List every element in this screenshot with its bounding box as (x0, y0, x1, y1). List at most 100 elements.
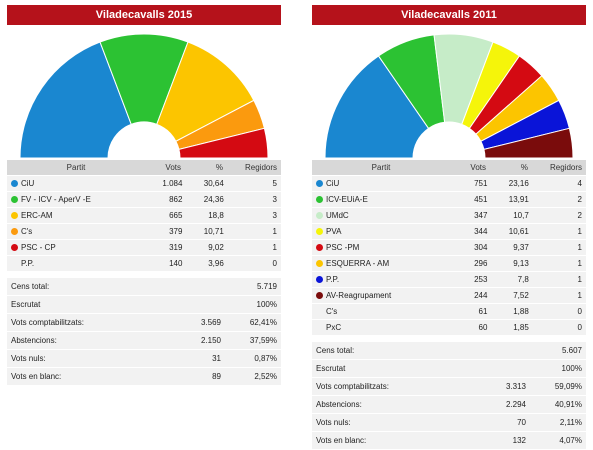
table-row: UMdC 347 10,7 2 (312, 208, 586, 224)
party-seats: 1 (577, 291, 582, 300)
party-color-dot-icon (11, 260, 18, 267)
summary-label: Escrutat (316, 364, 346, 373)
party-color-dot-icon (316, 324, 323, 331)
summary-row: Abstencions: 2.150 37,59% (7, 332, 281, 350)
party-pct: 24,36 (203, 195, 224, 204)
header-votes: Vots (165, 163, 181, 172)
party-name: FV - ICV - AperV -E (21, 195, 91, 204)
summary-value: 31 (212, 354, 221, 363)
party-name: PSC -PM (326, 243, 360, 252)
party-votes: 451 (474, 195, 488, 204)
party-color-dot-icon (11, 212, 18, 219)
party-name: CiU (21, 179, 35, 188)
party-pct: 30,64 (203, 179, 224, 188)
table-row: PVA 344 10,61 1 (312, 224, 586, 240)
party-pct: 23,16 (508, 179, 529, 188)
party-seats: 1 (577, 259, 582, 268)
party-pct: 9,13 (513, 259, 529, 268)
party-name: AV-Reagrupament (326, 291, 392, 300)
party-name: UMdC (326, 211, 349, 220)
party-seats: 1 (577, 275, 582, 284)
summary-value (161, 278, 221, 295)
party-seats: 2 (577, 195, 582, 204)
summary-row: Vots nuls: 70 2,11% (312, 414, 586, 432)
seats-hemicycle-chart (19, 33, 269, 159)
results-panel-2011: Viladecavalls 2011 Partit Vots % Regidor… (312, 5, 586, 450)
party-votes: 296 (474, 259, 488, 268)
table-header: Partit Vots % Regidors (7, 160, 281, 176)
summary-pct: 100% (561, 364, 582, 373)
party-seats: 1 (272, 227, 277, 236)
header-pct: % (215, 163, 223, 172)
party-name: ESQUERRA - AM (326, 259, 390, 268)
party-seats: 1 (577, 227, 582, 236)
summary-row: Cens total: 5.719 (7, 278, 281, 296)
summary-row: Vots en blanc: 132 4,07% (312, 432, 586, 450)
party-seats: 1 (272, 243, 277, 252)
party-votes: 60 (478, 323, 488, 332)
party-name: PxC (326, 323, 342, 332)
party-color-dot-icon (316, 276, 323, 283)
summary-label: Vots comptabilitzats: (316, 382, 389, 391)
party-table: Partit Vots % Regidors CiU 1.084 30,64 5… (7, 160, 281, 272)
party-votes: 253 (474, 275, 488, 284)
party-votes: 1.084 (162, 179, 183, 188)
hemicycle-center-hole (108, 122, 180, 158)
party-color-dot-icon (316, 228, 323, 235)
summary-value (466, 342, 526, 359)
summary-label: Cens total: (11, 282, 50, 291)
summary-label: Vots comptabilitzats: (11, 318, 84, 327)
summary-value: 2.150 (200, 336, 221, 345)
party-votes: 665 (169, 211, 183, 220)
summary-table: Cens total: 5.719 Escrutat 100% Vots compt… (7, 278, 281, 386)
summary-label: Vots nuls: (316, 418, 351, 427)
header-votes: Vots (470, 163, 486, 172)
party-name: PSC - CP (21, 243, 56, 252)
table-row: ICV-EUiA-E 451 13,91 2 (312, 192, 586, 208)
party-color-dot-icon (316, 308, 323, 315)
summary-label: Vots nuls: (11, 354, 46, 363)
party-name: CiU (326, 179, 340, 188)
summary-value (466, 360, 526, 377)
summary-value (161, 296, 221, 313)
summary-value: 3.313 (505, 382, 526, 391)
party-votes: 862 (169, 195, 183, 204)
summary-value: 3.569 (200, 318, 221, 327)
summary-pct: 4,07% (559, 436, 582, 445)
summary-label: Vots en blanc: (11, 372, 62, 381)
table-row: ERC-AM 665 18,8 3 (7, 208, 281, 224)
summary-row: Vots nuls: 31 0,87% (7, 350, 281, 368)
party-votes: 304 (474, 243, 488, 252)
table-row: P.P. 140 3,96 0 (7, 256, 281, 272)
summary-pct: 62,41% (249, 318, 277, 327)
party-color-dot-icon (316, 212, 323, 219)
header-party: Partit (371, 163, 391, 172)
party-votes: 344 (474, 227, 488, 236)
party-color-dot-icon (316, 196, 323, 203)
party-seats: 3 (272, 211, 277, 220)
party-seats: 2 (577, 211, 582, 220)
summary-value: 70 (517, 418, 526, 427)
summary-value: 132 (512, 436, 526, 445)
party-pct: 13,91 (508, 195, 529, 204)
party-pct: 1,85 (513, 323, 529, 332)
header-party: Partit (66, 163, 86, 172)
summary-row: Vots comptabilitzats: 3.569 62,41% (7, 314, 281, 332)
table-row: FV - ICV - AperV -E 862 24,36 3 (7, 192, 281, 208)
summary-value: 2.294 (505, 400, 526, 409)
party-name: P.P. (21, 259, 35, 268)
table-header: Partit Vots % Regidors (312, 160, 586, 176)
party-name: ERC-AM (21, 211, 53, 220)
summary-pct: 5.719 (256, 282, 277, 291)
party-pct: 10,7 (513, 211, 529, 220)
summary-pct: 2,52% (254, 372, 277, 381)
table-row: PSC - CP 319 9,02 1 (7, 240, 281, 256)
summary-row: Vots comptabilitzats: 3.313 59,09% (312, 378, 586, 396)
party-seats: 4 (577, 179, 582, 188)
summary-pct: 37,59% (249, 336, 277, 345)
party-name: C's (326, 307, 338, 316)
party-table: Partit Vots % Regidors CiU 751 23,16 4 I… (312, 160, 586, 336)
party-pct: 7,8 (517, 275, 529, 284)
party-pct: 7,52 (513, 291, 529, 300)
party-color-dot-icon (316, 292, 323, 299)
